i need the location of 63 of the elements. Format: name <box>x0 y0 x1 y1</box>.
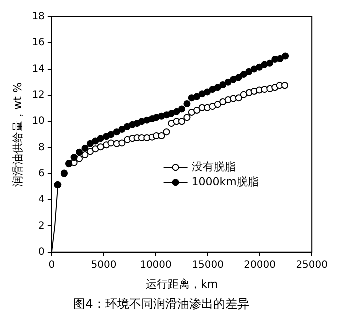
x-tick-label: 15000 <box>192 260 224 271</box>
point <box>178 118 186 126</box>
point <box>266 60 274 67</box>
point <box>118 140 126 147</box>
legend-label: 1000km脱脂 <box>192 176 259 189</box>
x-tick-label: 5000 <box>91 260 117 271</box>
point <box>70 154 78 162</box>
point <box>235 74 242 82</box>
point <box>118 126 126 133</box>
point <box>194 107 201 114</box>
x-tick-label: 20000 <box>244 260 276 271</box>
y-tick-label: 4 <box>38 194 45 206</box>
point <box>214 101 222 108</box>
point <box>86 140 94 148</box>
point <box>158 132 166 140</box>
point <box>235 94 242 102</box>
text: 图4：环境不同润滑油渗出的差异 <box>74 296 250 311</box>
point <box>240 91 248 98</box>
y-tick-label: 12 <box>32 90 45 102</box>
point <box>246 68 253 76</box>
y-tick-label: 14 <box>32 64 45 75</box>
y-tick-label: 0 <box>38 246 45 258</box>
point <box>76 148 84 156</box>
y-tick-label: 8 <box>38 142 45 154</box>
x-tick-label: 0 <box>48 260 56 271</box>
point <box>108 131 115 138</box>
point <box>188 108 196 116</box>
point <box>282 82 289 90</box>
point <box>82 151 89 158</box>
y-tick-label: 6 <box>38 168 45 180</box>
point <box>92 146 100 153</box>
point <box>282 52 290 60</box>
point <box>220 82 227 89</box>
point <box>184 114 191 122</box>
point <box>168 120 176 128</box>
point <box>204 88 212 96</box>
point <box>153 114 160 122</box>
point <box>214 84 222 92</box>
point <box>276 55 284 62</box>
y-tick-label: 10 <box>32 116 45 128</box>
point <box>113 128 120 136</box>
point <box>184 100 191 108</box>
point <box>178 106 186 113</box>
point <box>108 140 115 147</box>
point <box>97 144 104 151</box>
x-tick-label: 25000 <box>296 260 328 271</box>
x-axis-title: 运行距离，km <box>146 278 218 291</box>
point <box>97 135 104 142</box>
point <box>173 108 180 116</box>
y-tick-label: 18 <box>32 12 45 23</box>
point <box>194 93 201 100</box>
legend-label: 没有脱脂 <box>192 160 236 174</box>
point <box>224 78 232 86</box>
point <box>92 138 100 145</box>
point <box>220 98 227 106</box>
point <box>240 71 248 78</box>
point <box>82 144 89 152</box>
x-tick-label: 10000 <box>140 260 172 271</box>
point <box>163 128 170 136</box>
y-axis-title: 润滑油供给量，wt % <box>11 82 24 187</box>
y-tick-label: 2 <box>38 220 45 232</box>
y-tick-label: 16 <box>32 38 45 49</box>
point <box>256 64 264 71</box>
